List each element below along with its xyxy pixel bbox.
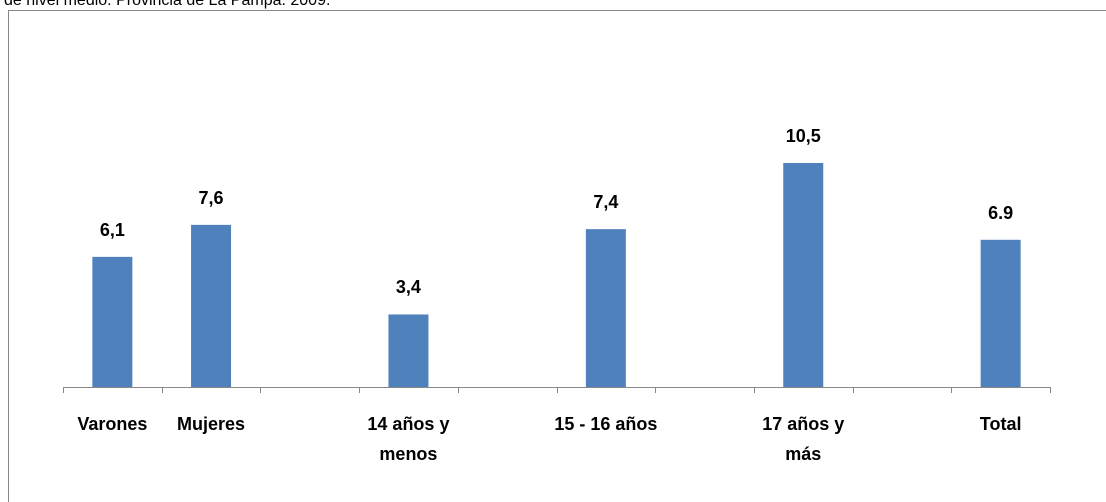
value-label: 6.9	[988, 202, 1014, 223]
value-label: 7,4	[593, 192, 619, 213]
x-tick-label: Mujeres	[177, 414, 246, 434]
bar	[388, 314, 429, 387]
value-label: 7,6	[198, 187, 224, 208]
bar	[980, 239, 1021, 387]
chart-frame	[8, 10, 1106, 502]
x-tick-label: 14 años y menos	[367, 414, 450, 464]
bar	[585, 229, 626, 387]
x-tick-label: 17 años y más	[762, 414, 845, 464]
x-tick-label: Total	[979, 414, 1022, 434]
value-label: 6,1	[99, 219, 125, 240]
value-label: 10,5	[785, 126, 821, 146]
bar	[191, 224, 232, 387]
bar	[92, 256, 133, 387]
value-label: 3,4	[395, 277, 421, 298]
x-tick-label: 15 - 16 años	[554, 414, 658, 434]
x-tick-label: Varones	[77, 414, 148, 434]
chart-title: de nivel medio. Provincia de La Pampa. 2…	[4, 0, 331, 9]
bar	[783, 163, 824, 387]
